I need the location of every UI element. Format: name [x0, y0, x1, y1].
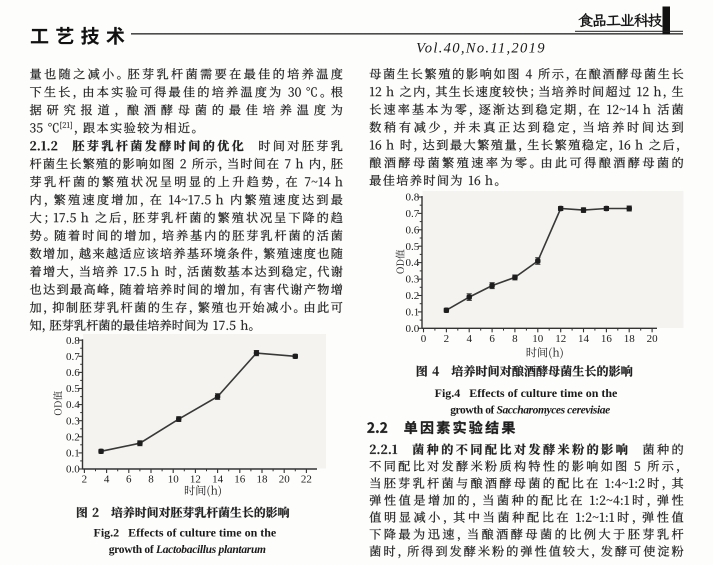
svg-text:0.8: 0.8 [405, 192, 419, 204]
svg-text:0.0: 0.0 [66, 464, 80, 476]
svg-text:0: 0 [421, 333, 427, 345]
svg-text:0.1: 0.1 [66, 448, 80, 460]
svg-text:20: 20 [647, 333, 659, 345]
svg-text:0.3: 0.3 [66, 415, 80, 427]
svg-text:0.4: 0.4 [66, 399, 80, 411]
svg-text:22: 22 [301, 474, 312, 486]
svg-text:Fig.2 Effects of culture tim: Fig.2 Effects of culture time on the [94, 526, 277, 540]
svg-text:0.5: 0.5 [405, 241, 419, 253]
svg-text:12: 12 [190, 474, 201, 486]
svg-text:2: 2 [82, 474, 88, 486]
svg-text:0.0: 0.0 [405, 323, 419, 335]
svg-text:0.1: 0.1 [405, 307, 419, 319]
svg-text:12: 12 [555, 333, 566, 345]
svg-text:6: 6 [126, 474, 132, 486]
svg-text:16: 16 [601, 333, 613, 345]
svg-text:0.7: 0.7 [405, 208, 419, 220]
svg-text:Fig.4 Effects of culture tim: Fig.4 Effects of culture time on the [435, 386, 618, 400]
svg-text:0.5: 0.5 [66, 383, 80, 395]
svg-text:0.4: 0.4 [405, 257, 419, 269]
svg-text:20: 20 [279, 474, 291, 486]
svg-text:8: 8 [148, 474, 154, 486]
svg-text:8: 8 [512, 333, 518, 345]
svg-text:10: 10 [532, 333, 544, 345]
svg-text:0.3: 0.3 [405, 274, 419, 286]
svg-text:4: 4 [466, 333, 472, 345]
svg-text:growth of Lactobacillus planta: growth of Lactobacillus plantarum [109, 544, 266, 556]
svg-text:4: 4 [104, 474, 110, 486]
svg-text:6: 6 [489, 333, 495, 345]
svg-text:growth of Saccharomyces cerevi: growth of Saccharomyces cerevisiae [450, 405, 610, 417]
svg-text:2: 2 [444, 333, 450, 345]
svg-text:0.7: 0.7 [66, 351, 80, 363]
svg-text:0.6: 0.6 [66, 367, 80, 379]
svg-text:14: 14 [578, 333, 590, 345]
svg-text:0.8: 0.8 [66, 335, 80, 347]
svg-text:0.2: 0.2 [405, 290, 419, 302]
svg-text:0.2: 0.2 [66, 431, 80, 443]
svg-text:0.6: 0.6 [405, 224, 419, 236]
svg-text:10: 10 [168, 474, 180, 486]
svg-text:18: 18 [624, 333, 636, 345]
svg-text:18: 18 [257, 474, 269, 486]
svg-text:16: 16 [234, 474, 246, 486]
svg-text:14: 14 [212, 474, 224, 486]
svg-text:Vol.40,No.11,2019: Vol.40,No.11,2019 [416, 41, 546, 57]
